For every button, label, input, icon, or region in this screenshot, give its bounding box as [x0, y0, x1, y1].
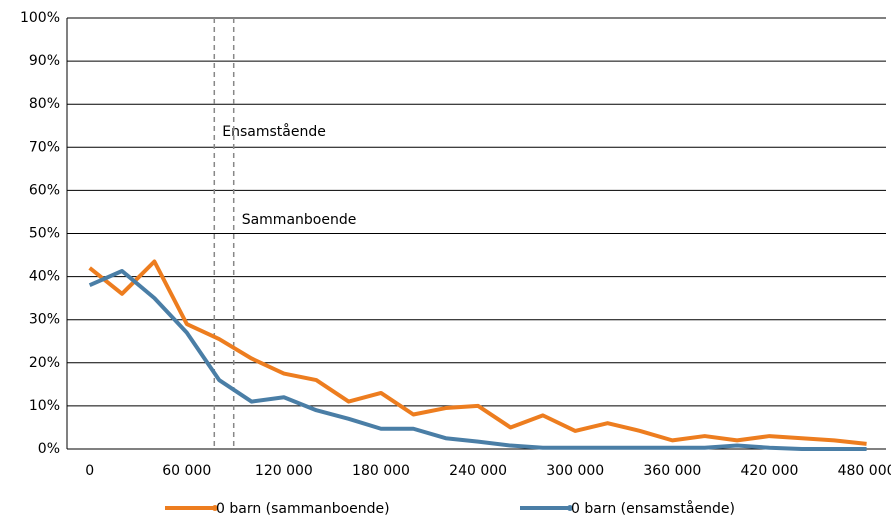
- y-tick-label: 30%: [29, 312, 60, 328]
- x-tick-label: 60 000: [162, 463, 211, 479]
- series-line: [88, 268, 867, 451]
- y-tick-label: 70%: [29, 139, 60, 155]
- series-line: [88, 259, 867, 446]
- y-tick-label: 40%: [29, 269, 60, 285]
- x-tick-label: 300 000: [546, 463, 604, 479]
- x-tick-label: 240 000: [449, 463, 507, 479]
- y-tick-label: 10%: [29, 398, 60, 414]
- x-tick-label: 420 000: [741, 463, 799, 479]
- legend-label: 0 barn (ensamstående): [571, 500, 735, 517]
- legend-marker: [212, 505, 218, 511]
- y-tick-label: 80%: [29, 96, 60, 112]
- x-tick-label: 0: [85, 463, 94, 479]
- legend-label: 0 barn (sammanboende): [216, 501, 390, 517]
- y-tick-label: 20%: [29, 355, 60, 371]
- annotation: Ensamstående: [222, 123, 326, 140]
- x-tick-label: 360 000: [643, 463, 701, 479]
- y-tick-label: 90%: [29, 53, 60, 69]
- x-tick-label: 120 000: [255, 463, 313, 479]
- annotation: Sammanboende: [242, 212, 357, 228]
- y-tick-label: 60%: [29, 182, 60, 198]
- y-tick-label: 100%: [20, 10, 60, 26]
- y-tick-label: 0%: [38, 441, 60, 457]
- x-tick-label: 480 000: [838, 463, 891, 479]
- y-tick-label: 50%: [29, 226, 60, 242]
- legend-marker: [567, 505, 573, 511]
- x-tick-label: 180 000: [352, 463, 410, 479]
